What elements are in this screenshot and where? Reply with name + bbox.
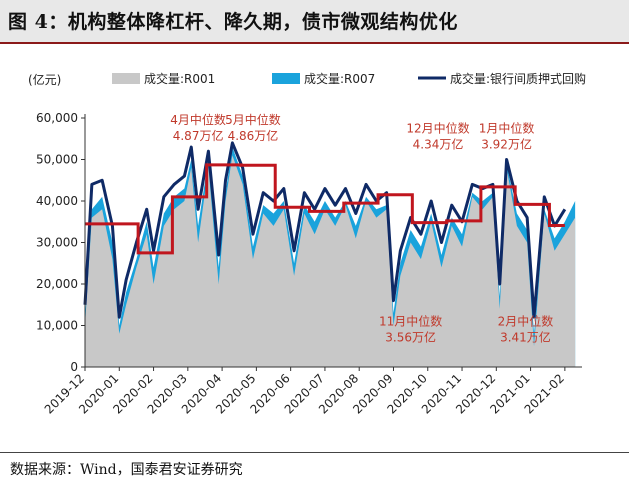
y-tick-label: 40,000: [36, 194, 78, 208]
line-monthly-median: [85, 163, 565, 255]
annotation-title: 12月中位数: [406, 121, 469, 136]
y-tick-label: 20,000: [36, 277, 78, 291]
title-rule: [0, 42, 629, 44]
y-axis-label: (亿元): [28, 72, 61, 87]
annotation-title: 2月中位数: [498, 314, 554, 329]
chart: 0 10,000 20,000 30,000 40,000 50,000 60,000 (亿元…: [28, 71, 586, 417]
source-note: 数据来源：Wind，国泰君安证券研究: [10, 462, 243, 478]
annotation-title: 11月中位数: [379, 314, 442, 329]
line-layer: [83, 141, 567, 319]
area-r001: [85, 155, 576, 367]
title-bar: 图 4：机构整体降杠杆、降久期，债市微观结构优化: [0, 0, 629, 42]
annotation-value: 3.92万亿: [481, 137, 532, 152]
y-tick-label: 30,000: [36, 236, 78, 250]
figure-title: 图 4：机构整体降杠杆、降久期，债市微观结构优化: [8, 11, 458, 33]
y-tick-label: 50,000: [36, 153, 78, 167]
annotation-title: 5月中位数: [225, 112, 281, 127]
y-tick-label: 10,000: [36, 319, 78, 333]
area-layer: [85, 147, 576, 367]
annotation-title: 4月中位数: [170, 112, 226, 127]
annotation-value: 4.87万亿: [173, 128, 224, 143]
annotation-value: 4.86万亿: [228, 128, 279, 143]
bottom-rule: [0, 452, 629, 453]
legend-swatch: [112, 73, 140, 84]
annotation-value: 3.41万亿: [500, 330, 551, 345]
y-tick-label: 0: [70, 360, 78, 374]
legend-label: 成交量:R007: [304, 71, 375, 86]
annotation-title: 1月中位数: [479, 121, 535, 136]
annotation-layer: 4月中位数4.87万亿5月中位数4.86万亿12月中位数4.34万亿1月中位数3…: [170, 112, 553, 344]
legend-swatch: [272, 73, 300, 84]
y-tick-label: 60,000: [36, 111, 78, 125]
legend-label: 成交量:银行间质押式回购: [450, 71, 586, 86]
legend: 成交量:R001 成交量:R007 成交量:银行间质押式回购: [112, 71, 586, 86]
annotation-value: 4.34万亿: [413, 137, 464, 152]
legend-label: 成交量:R001: [144, 71, 215, 86]
annotation-value: 3.56万亿: [385, 330, 436, 345]
